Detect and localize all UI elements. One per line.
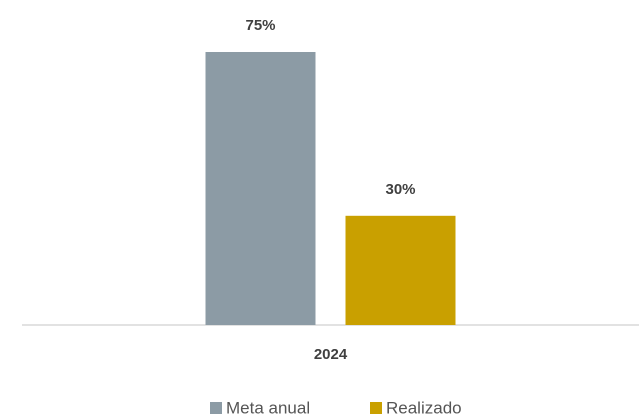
bar: [345, 215, 456, 325]
legend-swatch: [210, 402, 222, 414]
legend-swatch: [370, 402, 382, 414]
data-label: 75%: [245, 17, 275, 34]
legend-label: Meta anual: [226, 398, 310, 417]
legend-label: Realizado: [386, 398, 462, 417]
data-label: 30%: [385, 181, 415, 198]
bar: [205, 52, 316, 325]
x-tick-label: 2024: [314, 346, 348, 363]
